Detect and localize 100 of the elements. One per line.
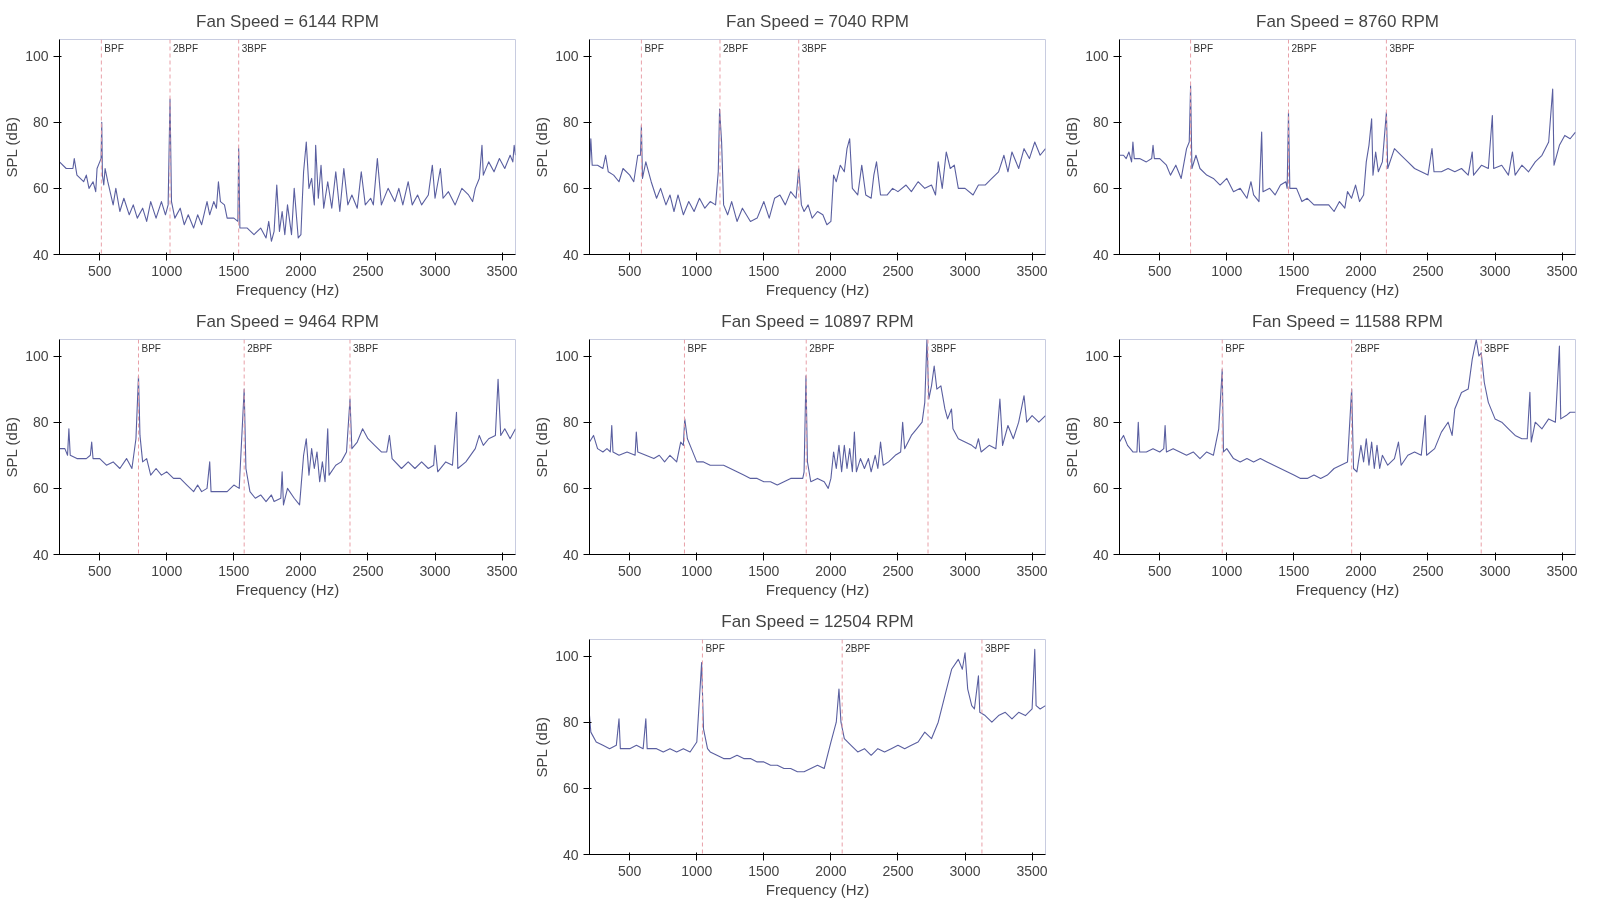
x-tick-label: 500 (1148, 562, 1172, 579)
x-axis-title: Frequency (Hz) (235, 580, 340, 598)
x-tick-label: 500 (88, 562, 112, 579)
x-tick-label: 2500 (1412, 262, 1444, 279)
ref-line-label: BPF (141, 342, 161, 354)
ref-line-label: 3BPF (241, 42, 267, 54)
chart-title: Fan Speed = 10897 RPM (721, 311, 914, 331)
x-tick-label: 500 (618, 262, 642, 279)
x-tick-label: 2000 (285, 562, 317, 579)
ref-line-label: 2BPF (247, 342, 273, 354)
ref-line-label: 2BPF (1354, 342, 1380, 354)
chart-title: Fan Speed = 12504 RPM (721, 611, 914, 631)
y-tick-label: 60 (1092, 180, 1109, 197)
ref-line-label: 2BPF (1291, 42, 1317, 54)
x-tick-label: 2000 (285, 262, 317, 279)
ref-line-label: 2BPF (723, 42, 749, 54)
ref-line-label: 3BPF (801, 42, 827, 54)
y-tick-label: 100 (1085, 348, 1109, 365)
x-tick-label: 500 (618, 862, 642, 879)
y-tick-label: 80 (32, 114, 49, 131)
y-tick-label: 60 (32, 480, 49, 497)
y-tick-label: 60 (1092, 480, 1109, 497)
x-tick-label: 2500 (352, 262, 384, 279)
y-axis-title: SPL (dB) (1063, 417, 1081, 478)
x-tick-label: 2500 (882, 262, 914, 279)
y-axis-title: SPL (dB) (533, 717, 551, 778)
ref-line-label: 3BPF (1484, 342, 1510, 354)
x-tick-label: 3000 (1479, 562, 1511, 579)
y-tick-label: 80 (1092, 414, 1109, 431)
x-tick-label: 2000 (1345, 262, 1377, 279)
x-tick-label: 1500 (748, 862, 780, 879)
y-tick-label: 80 (1092, 114, 1109, 131)
x-tick-label: 500 (1148, 262, 1172, 279)
x-tick-label: 3500 (1546, 562, 1578, 579)
x-tick-label: 3500 (1546, 262, 1578, 279)
x-tick-label: 3500 (1016, 862, 1048, 879)
ref-line-label: 2BPF (173, 42, 199, 54)
x-tick-label: 3500 (486, 262, 518, 279)
x-tick-label: 1000 (151, 562, 183, 579)
y-axis-title: SPL (dB) (533, 117, 551, 178)
y-tick-label: 100 (25, 348, 49, 365)
y-axis-title: SPL (dB) (3, 417, 21, 478)
x-tick-label: 1000 (1211, 262, 1243, 279)
x-tick-label: 1000 (681, 562, 713, 579)
y-tick-label: 100 (25, 48, 49, 65)
x-axis-title: Frequency (Hz) (1295, 580, 1400, 598)
x-tick-label: 500 (618, 562, 642, 579)
x-tick-label: 1500 (1278, 262, 1310, 279)
ref-line-label: BPF (104, 42, 124, 54)
x-tick-label: 3000 (419, 562, 451, 579)
x-tick-label: 3500 (1016, 262, 1048, 279)
chart-title: Fan Speed = 6144 RPM (196, 11, 379, 31)
y-tick-label: 60 (562, 180, 579, 197)
y-tick-label: 60 (562, 780, 579, 797)
x-tick-label: 1000 (1211, 562, 1243, 579)
x-tick-label: 2500 (882, 862, 914, 879)
x-tick-label: 3000 (949, 562, 981, 579)
x-tick-label: 2000 (1345, 562, 1377, 579)
x-tick-label: 2500 (882, 562, 914, 579)
ref-line-label: 2BPF (809, 342, 835, 354)
x-axis-title: Frequency (Hz) (765, 280, 870, 298)
x-axis-title: Frequency (Hz) (765, 580, 870, 598)
ref-line-label: 3BPF (984, 642, 1010, 654)
ref-line-label: BPF (687, 342, 707, 354)
x-tick-label: 2000 (815, 562, 847, 579)
x-axis-title: Frequency (Hz) (1295, 280, 1400, 298)
ref-line-label: 3BPF (931, 342, 957, 354)
y-tick-label: 40 (32, 546, 49, 563)
x-axis-title: Frequency (Hz) (765, 880, 870, 898)
x-tick-label: 2500 (1412, 562, 1444, 579)
y-tick-label: 40 (1092, 246, 1109, 263)
y-tick-label: 40 (562, 246, 579, 263)
x-tick-label: 1500 (218, 562, 250, 579)
y-tick-label: 100 (555, 48, 579, 65)
y-axis-title: SPL (dB) (3, 117, 21, 178)
x-tick-label: 3000 (949, 262, 981, 279)
x-tick-label: 2000 (815, 862, 847, 879)
y-tick-label: 80 (562, 714, 579, 731)
ref-line-label: BPF (705, 642, 725, 654)
y-tick-label: 80 (562, 114, 579, 131)
x-tick-label: 1500 (218, 262, 250, 279)
x-tick-label: 2500 (352, 562, 384, 579)
chart-title: Fan Speed = 7040 RPM (726, 11, 909, 31)
y-axis-title: SPL (dB) (533, 417, 551, 478)
x-tick-label: 1000 (151, 262, 183, 279)
ref-line-label: BPF (644, 42, 664, 54)
y-tick-label: 40 (562, 846, 579, 863)
y-tick-label: 40 (1092, 546, 1109, 563)
x-axis-title: Frequency (Hz) (235, 280, 340, 298)
ref-line-label: 2BPF (845, 642, 871, 654)
x-tick-label: 3000 (419, 262, 451, 279)
y-tick-label: 40 (562, 546, 579, 563)
ref-line-label: 3BPF (353, 342, 379, 354)
ref-line-label: 3BPF (1389, 42, 1415, 54)
y-tick-label: 40 (32, 246, 49, 263)
y-tick-label: 100 (555, 648, 579, 665)
y-tick-label: 80 (562, 414, 579, 431)
x-tick-label: 3000 (1479, 262, 1511, 279)
chart-title: Fan Speed = 9464 RPM (196, 311, 379, 331)
x-tick-label: 2000 (815, 262, 847, 279)
